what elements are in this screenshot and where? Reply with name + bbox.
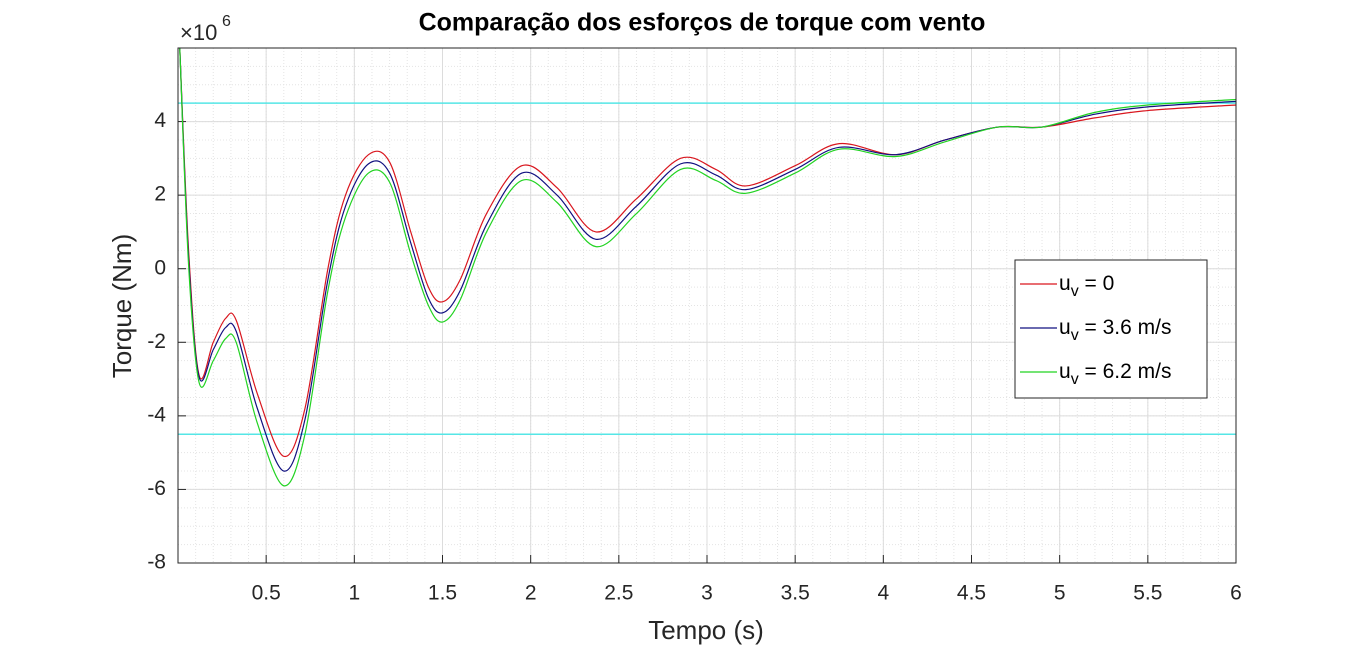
x-tick-label: 2.5 [604, 582, 633, 605]
y-tick-label: -2 [147, 330, 166, 353]
x-tick-label: 2 [525, 582, 537, 605]
legend-box [1014, 259, 1208, 399]
y-tick-label: 0 [154, 256, 166, 279]
axes-box [177, 47, 1237, 564]
x-tick-label: 3.5 [781, 582, 810, 605]
x-tick-label: 4.5 [957, 582, 986, 605]
series-line [179, 48, 1236, 487]
chart-title: Comparação dos esforços de torque com ve… [419, 9, 986, 37]
series-line [179, 48, 1236, 472]
x-tick-label: 5 [1054, 582, 1066, 605]
x-tick-label: 1.5 [428, 582, 457, 605]
legend-label: uv = 0 [1059, 272, 1114, 301]
x-tick-label: 0.5 [252, 582, 281, 605]
y-tick-label: 2 [154, 183, 166, 206]
y-tick-label: -4 [147, 403, 166, 426]
x-tick-label: 4 [877, 582, 889, 605]
y-tick-label: -6 [147, 477, 166, 500]
legend-label: uv = 6.2 m/s [1059, 360, 1171, 389]
x-tick-label: 5.5 [1133, 582, 1162, 605]
y-axis-label: Torque (Nm) [107, 234, 137, 378]
legend-label: uv = 3.6 m/s [1059, 316, 1171, 345]
exponent-power: 6 [222, 13, 231, 30]
y-tick-label: -8 [147, 551, 166, 574]
x-tick-label: 1 [348, 582, 360, 605]
x-axis-label: Tempo (s) [648, 615, 764, 645]
x-tick-label: 3 [701, 582, 713, 605]
x-tick-label: 6 [1230, 582, 1242, 605]
exponent-base: ×10 [180, 20, 217, 45]
y-tick-label: 4 [154, 109, 166, 132]
